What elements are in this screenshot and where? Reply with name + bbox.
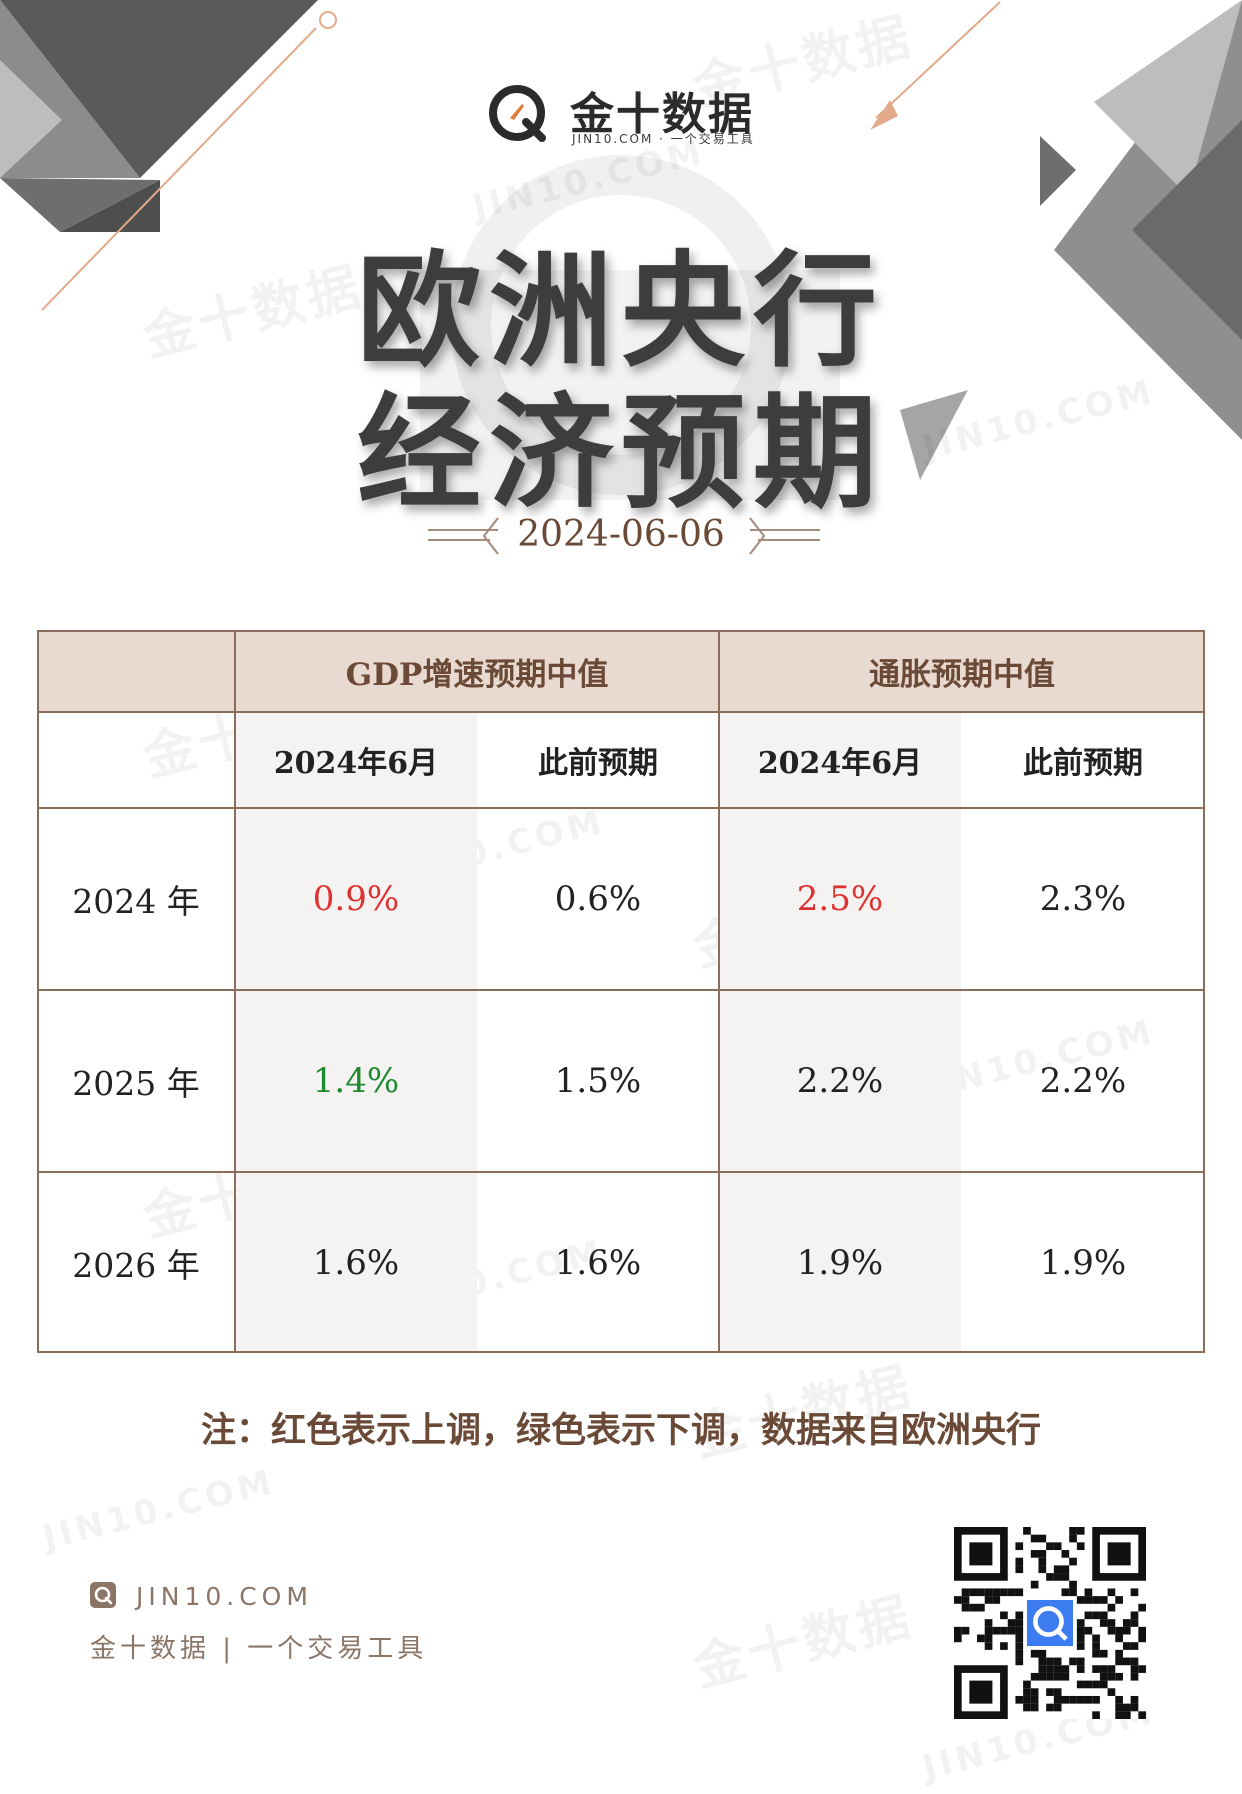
value-cell: 1.5% (554, 1061, 642, 1101)
value-cell: 1.4% (312, 1061, 400, 1101)
gdp-group-header: GDP增速预期中值 (235, 630, 719, 712)
qr-code (954, 1527, 1146, 1719)
value-cell: 1.6% (554, 1242, 642, 1283)
row-year-label: 2026 年 (72, 1245, 200, 1285)
brand-name: 金十数据 (570, 89, 754, 140)
brand-logo: 金十数据 JIN10.COM · 一个交易工具 (486, 78, 756, 148)
value-cell: 2.3% (1039, 879, 1127, 919)
page-title-line1: 欧洲央行 (356, 239, 885, 384)
subheader-inflation-current: 2024年6月 (757, 746, 923, 781)
footer-url[interactable]: JIN10.COM (136, 1582, 313, 1611)
value-cell: 0.6% (554, 879, 642, 919)
value-cell: 0.9% (312, 879, 400, 919)
value-cell: 1.6% (312, 1242, 400, 1283)
table-footnote: 注：红色表示上调，绿色表示下调，数据来自欧洲央行 (200, 1410, 1041, 1451)
shaded-column (719, 712, 961, 1353)
subheader-gdp-previous: 此前预期 (538, 746, 658, 781)
shaded-column (235, 712, 477, 1353)
row-year-label: 2024 年 (72, 882, 200, 921)
value-cell: 2.5% (796, 879, 884, 919)
jin10-logo-icon (489, 85, 546, 142)
subheader-inflation-previous: 此前预期 (1023, 746, 1143, 781)
publish-date: 2024-06-06 (517, 514, 725, 555)
value-cell: 1.9% (1039, 1242, 1127, 1283)
subheader-gdp-current: 2024年6月 (273, 746, 439, 781)
value-cell: 1.9% (796, 1242, 884, 1283)
table-corner-header (37, 630, 235, 712)
brand-tagline: JIN10.COM · 一个交易工具 (572, 132, 755, 146)
row-year-label: 2025 年 (72, 1064, 200, 1103)
footer-tagline: 金十数据 | 一个交易工具 (90, 1634, 428, 1664)
value-cell: 2.2% (796, 1061, 884, 1101)
inflation-group-header: 通胀预期中值 (719, 630, 1205, 712)
forecast-table: GDP增速预期中值 通胀预期中值 2024年6月 此前预期 2024年6月 此前… (37, 630, 1205, 1353)
value-cell: 2.2% (1039, 1061, 1127, 1101)
page-title-line2: 经济预期 (356, 381, 885, 526)
jin10-logo-icon (90, 1582, 116, 1608)
table-grid (37, 630, 1205, 1353)
